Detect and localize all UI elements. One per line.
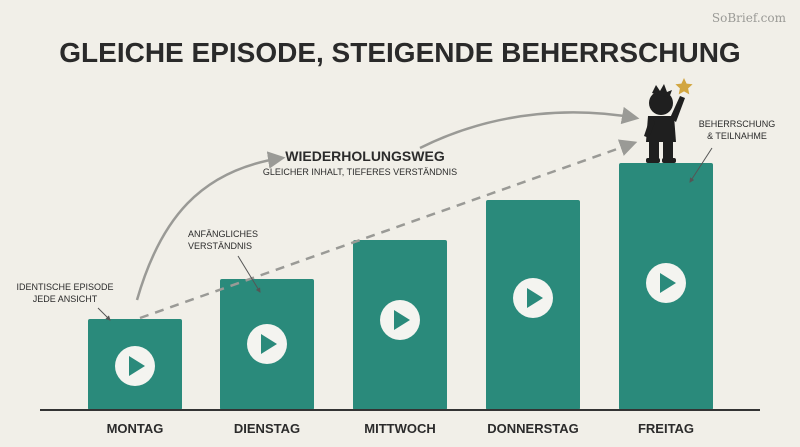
path-title: WIEDERHOLUNGSWEG <box>285 148 445 164</box>
day-label: MITTWOCH <box>364 421 435 436</box>
play-icon <box>527 288 543 308</box>
child-figure <box>644 84 685 163</box>
dashed-arrow <box>139 139 638 320</box>
pointer <box>689 147 713 183</box>
bars <box>88 163 713 410</box>
pointer <box>97 307 111 321</box>
path-arrow <box>419 106 640 150</box>
annotation: JEDE ANSICHT <box>33 294 98 304</box>
day-label: DONNERSTAG <box>487 421 578 436</box>
play-icon <box>660 273 676 293</box>
play-icon <box>261 334 277 354</box>
path-subtitle: GLEICHER INHALT, TIEFERES VERSTÄNDNIS <box>263 167 457 177</box>
path-arrow <box>135 151 286 301</box>
watermark: SoBrief.com <box>712 11 787 25</box>
day-label: FREITAG <box>638 421 694 436</box>
annotation: & TEILNAHME <box>707 131 767 141</box>
play-icon <box>394 310 410 330</box>
play-icon <box>129 356 145 376</box>
annotation: IDENTISCHE EPISODE <box>16 282 113 292</box>
annotation: BEHERRSCHUNG <box>699 119 776 129</box>
day-label: MONTAG <box>107 421 164 436</box>
star <box>675 78 693 95</box>
annotation: VERSTÄNDNIS <box>188 241 252 251</box>
day-label: DIENSTAG <box>234 421 300 436</box>
pointer <box>237 255 261 293</box>
annotation: ANFÄNGLICHES <box>188 229 258 239</box>
title: GLEICHE EPISODE, STEIGENDE BEHERRSCHUNG <box>59 37 740 68</box>
